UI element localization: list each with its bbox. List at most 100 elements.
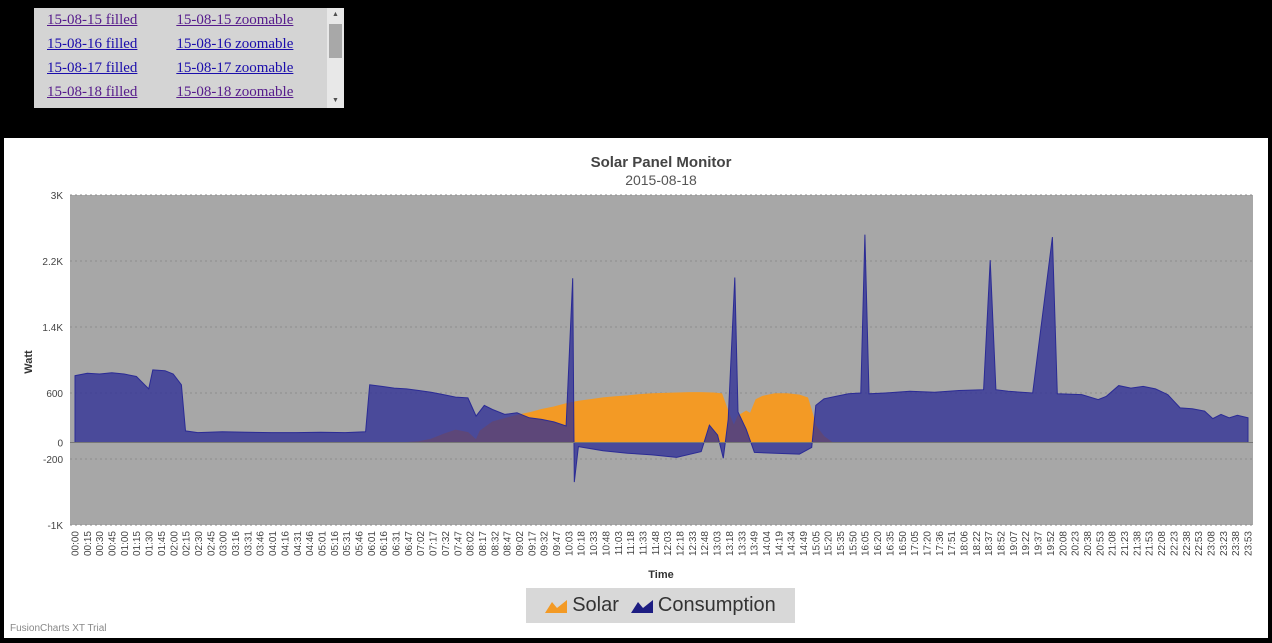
y-tick-label: 600 — [46, 389, 63, 400]
link-filled[interactable]: 15-08-16 filled — [47, 35, 138, 52]
chart-legend: Solar Consumption — [526, 588, 795, 623]
link-filled[interactable]: 15-08-17 filled — [47, 59, 138, 76]
chart-panel: 3K 2.2K 1.4K 600 0 -200 -1K 00:00 00:15 00:30 00:… — [4, 138, 1268, 638]
link-cell: 15-08-18 filled — [34, 80, 163, 104]
series-areas — [70, 234, 1253, 483]
x-tick-label: 02:30 — [194, 531, 205, 556]
x-tick-label: 21:53 — [1145, 531, 1156, 556]
x-tick-label: 01:30 — [145, 531, 156, 556]
scrollbar-thumb[interactable] — [329, 24, 342, 58]
x-tick-label: 19:22 — [1021, 531, 1032, 556]
x-tick-label: 22:23 — [1169, 531, 1180, 556]
x-tick-label: 05:16 — [330, 531, 341, 556]
legend-item-consumption[interactable]: Consumption — [630, 594, 776, 617]
link-row: 15-08-15 filled 15-08-15 zoomable — [34, 8, 326, 32]
x-tick-label: 14:04 — [762, 531, 773, 556]
chart-credit: FusionCharts XT Trial — [10, 623, 107, 634]
link-filled[interactable]: 15-08-18 filled — [47, 83, 138, 100]
x-tick-label: 00:45 — [108, 531, 119, 556]
x-tick-label: 12:33 — [688, 531, 699, 556]
x-tick-label: 05:31 — [342, 531, 353, 556]
x-tick-label: 04:16 — [280, 531, 291, 556]
x-tick-label: 04:31 — [293, 531, 304, 556]
x-tick-label: 13:03 — [713, 531, 724, 556]
x-tick-label: 12:03 — [663, 531, 674, 556]
x-tick-label: 06:16 — [379, 531, 390, 556]
y-axis-ticks: 3K 2.2K 1.4K 600 0 -200 -1K — [42, 191, 63, 532]
arrow-down-icon[interactable]: ▼ — [332, 97, 339, 104]
link-row: 15-08-18 filled 15-08-18 zoomable — [34, 80, 326, 104]
x-tick-label: 16:20 — [873, 531, 884, 556]
x-tick-label: 00:00 — [71, 531, 82, 556]
x-tick-label: 15:05 — [811, 531, 822, 556]
date-link-list[interactable]: 15-08-15 filled 15-08-15 zoomable 15-08-16… — [34, 8, 344, 108]
link-cell: 15-08-17 zoomable — [163, 56, 326, 80]
x-tick-label: 14:34 — [787, 531, 798, 556]
x-tick-label: 02:00 — [169, 531, 180, 556]
x-tick-label: 18:22 — [972, 531, 983, 556]
x-tick-label: 02:15 — [182, 531, 193, 556]
x-tick-label: 01:00 — [120, 531, 131, 556]
link-row: 15-08-17 filled 15-08-17 zoomable — [34, 56, 326, 80]
x-tick-label: 10:48 — [601, 531, 612, 556]
series-area-consumption[interactable] — [74, 234, 1249, 483]
x-axis-label: Time — [648, 569, 673, 581]
link-cell: 15-08-15 zoomable — [163, 8, 326, 32]
x-tick-label: 16:35 — [885, 531, 896, 556]
x-tick-label: 18:37 — [984, 531, 995, 556]
x-tick-label: 20:08 — [1058, 531, 1069, 556]
x-tick-label: 21:08 — [1108, 531, 1119, 556]
x-tick-label: 15:35 — [836, 531, 847, 556]
x-tick-label: 12:48 — [700, 531, 711, 556]
link-table: 15-08-15 filled 15-08-15 zoomable 15-08-16… — [34, 8, 326, 104]
x-tick-label: 17:36 — [935, 531, 946, 556]
chart-title: Solar Panel Monitor — [591, 154, 732, 171]
x-tick-label: 07:32 — [441, 531, 452, 556]
x-tick-label: 01:45 — [157, 531, 168, 556]
x-tick-label: 23:53 — [1244, 531, 1255, 556]
x-tick-label: 00:30 — [95, 531, 106, 556]
y-tick-label: 1.4K — [42, 323, 63, 334]
x-tick-label: 00:15 — [83, 531, 94, 556]
x-tick-label: 10:03 — [564, 531, 575, 556]
x-tick-label: 04:01 — [268, 531, 279, 556]
x-tick-label: 20:53 — [1095, 531, 1106, 556]
y-axis-label: Watt — [23, 350, 35, 374]
legend-area-icon-consumption — [630, 599, 653, 613]
link-zoomable[interactable]: 15-08-18 zoomable — [176, 83, 294, 100]
link-cell: 15-08-16 filled — [34, 32, 163, 56]
scrollbar[interactable]: ▲ ▼ — [327, 8, 344, 108]
link-zoomable[interactable]: 15-08-17 zoomable — [176, 59, 294, 76]
x-tick-label: 12:18 — [676, 531, 687, 556]
legend-item-solar[interactable]: Solar — [545, 594, 619, 617]
link-filled[interactable]: 15-08-15 filled — [47, 11, 138, 28]
x-tick-label: 18:52 — [997, 531, 1008, 556]
arrow-up-icon[interactable]: ▲ — [332, 11, 339, 18]
x-tick-label: 03:16 — [231, 531, 242, 556]
chart-subtitle: 2015-08-18 — [625, 172, 697, 188]
link-row: 15-08-16 filled 15-08-16 zoomable — [34, 32, 326, 56]
x-tick-label: 19:37 — [1034, 531, 1045, 556]
x-tick-label: 09:02 — [515, 531, 526, 556]
legend-label-consumption: Consumption — [657, 594, 776, 616]
x-tick-label: 07:02 — [416, 531, 427, 556]
x-tick-label: 08:02 — [466, 531, 477, 556]
x-tick-label: 17:51 — [947, 531, 958, 556]
x-tick-label: 09:32 — [540, 531, 551, 556]
x-tick-label: 17:20 — [923, 531, 934, 556]
link-zoomable[interactable]: 15-08-16 zoomable — [176, 35, 294, 52]
link-cell: 15-08-17 filled — [34, 56, 163, 80]
x-tick-label: 20:38 — [1083, 531, 1094, 556]
link-cell: 15-08-15 filled — [34, 8, 163, 32]
x-tick-label: 04:46 — [305, 531, 316, 556]
x-tick-label: 03:46 — [256, 531, 267, 556]
y-tick-label: 2.2K — [42, 257, 63, 268]
x-tick-label: 15:50 — [848, 531, 859, 556]
x-tick-label: 14:49 — [799, 531, 810, 556]
x-tick-label: 11:48 — [651, 531, 662, 556]
x-tick-label: 03:31 — [243, 531, 254, 556]
x-tick-label: 09:17 — [527, 531, 538, 556]
x-tick-label: 13:49 — [750, 531, 761, 556]
link-zoomable[interactable]: 15-08-15 zoomable — [176, 11, 294, 28]
x-tick-label: 18:06 — [960, 531, 971, 556]
